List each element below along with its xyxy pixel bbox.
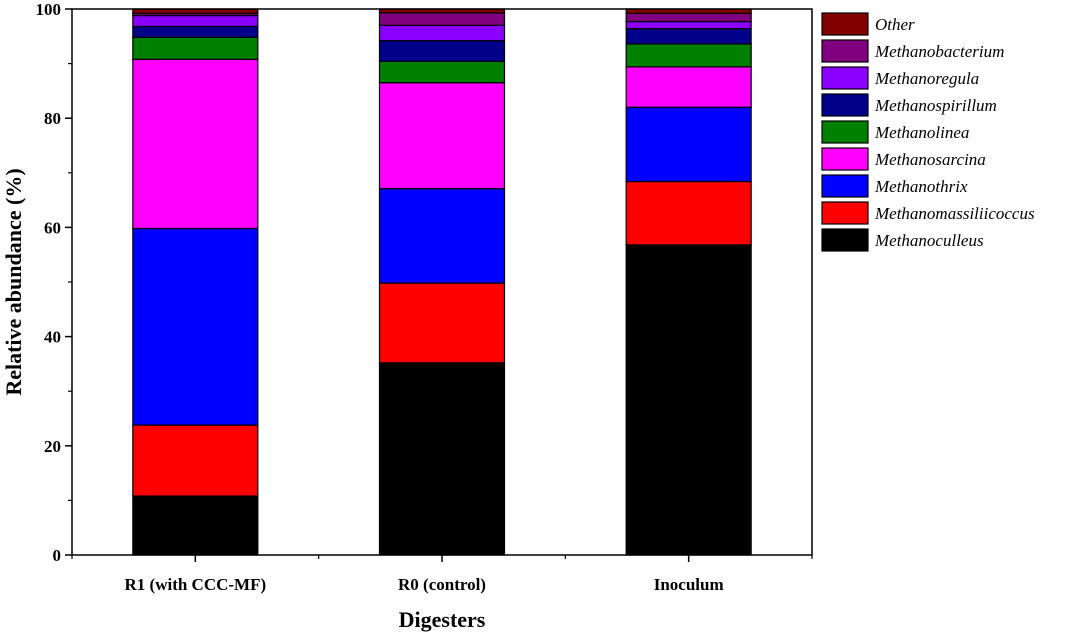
y-tick-label: 20 xyxy=(44,437,61,456)
y-axis: 0 20 40 60 80 100 xyxy=(36,0,72,565)
bar-r1-with-ccc-mf-methanomassiliicoccus xyxy=(132,424,259,497)
bar-inoculum-methanothrix xyxy=(625,106,752,183)
x-tick-label-r1-with-ccc-mf: R1 (with CCC-MF) xyxy=(125,575,267,594)
bar-r1-with-ccc-mf-methanospirillum xyxy=(132,25,259,38)
bar-r0-control-methanospirillum xyxy=(378,40,506,63)
y-axis-title: Relative abundance (%) xyxy=(1,168,26,395)
legend-swatch-methanoregula xyxy=(821,66,869,90)
legend-label-methanoregula: Methanoregula xyxy=(874,69,979,88)
legend-label-methanothrix: Methanothrix xyxy=(874,177,968,196)
legend-label-methanoculleus: Methanoculleus xyxy=(874,231,984,250)
bar-inoculum-methanolinea xyxy=(625,43,752,68)
bar-inoculum-methanoregula xyxy=(625,20,752,30)
bar-r1-with-ccc-mf-methanosarcina xyxy=(132,58,259,230)
bar-r0-control-methanolinea xyxy=(378,60,506,84)
legend: Other Methanobacterium Methanoregula Methan… xyxy=(821,12,1035,252)
bar-inoculum-methanosarcina xyxy=(625,66,752,108)
bar-r0-control-methanoculleus xyxy=(378,362,506,556)
bar-r1-with-ccc-mf-methanothrix xyxy=(132,227,259,426)
legend-swatch-methanospirillum xyxy=(821,93,869,117)
x-tick-label-r0-control: R0 (control) xyxy=(398,575,486,594)
y-tick-label: 0 xyxy=(53,546,62,565)
legend-swatch-methanothrix xyxy=(821,174,869,198)
bar-r1-with-ccc-mf-methanoculleus xyxy=(132,495,259,556)
bar-r0-control-methanoregula xyxy=(378,24,506,42)
legend-label-methanospirillum: Methanospirillum xyxy=(874,96,997,115)
legend-swatch-methanosarcina xyxy=(821,147,869,171)
legend-swatch-other xyxy=(821,12,869,36)
bar-r0-control-methanobacterium xyxy=(378,12,506,26)
bar-inoculum-methanoculleus xyxy=(625,244,752,556)
bar-r0-control-methanothrix xyxy=(378,188,506,284)
y-tick-label: 100 xyxy=(36,0,62,19)
bar-r0-control-methanosarcina xyxy=(378,82,506,190)
legend-swatch-methanomassiliicoccus xyxy=(821,201,869,225)
legend-label-methanomassiliicoccus: Methanomassiliicoccus xyxy=(874,204,1035,223)
bar-inoculum-methanospirillum xyxy=(625,28,752,45)
y-tick-label: 40 xyxy=(44,328,61,347)
legend-label-methanosarcina: Methanosarcina xyxy=(874,150,986,169)
x-axis-title: Digesters xyxy=(399,607,486,632)
x-tick-label-inoculum: Inoculum xyxy=(654,575,724,594)
legend-label-other: Other xyxy=(875,15,915,34)
legend-swatch-methanoculleus xyxy=(821,228,869,252)
bar-r1-with-ccc-mf-methanolinea xyxy=(132,36,259,60)
legend-label-methanolinea: Methanolinea xyxy=(874,123,969,142)
legend-swatch-methanolinea xyxy=(821,120,869,144)
legend-swatch-methanobacterium xyxy=(821,39,869,63)
bar-inoculum-methanomassiliicoccus xyxy=(625,180,752,246)
y-tick-label: 80 xyxy=(44,109,61,128)
bar-r0-control-methanomassiliicoccus xyxy=(378,282,506,364)
legend-label-methanobacterium: Methanobacterium xyxy=(874,42,1004,61)
bar-inoculum-methanobacterium xyxy=(625,12,752,23)
bar-layer xyxy=(132,8,752,556)
bar-r1-with-ccc-mf-methanoregula xyxy=(132,14,259,28)
x-axis: R1 (with CCC-MF) R0 (control) Inoculum xyxy=(71,555,813,594)
y-tick-label: 60 xyxy=(44,218,61,237)
